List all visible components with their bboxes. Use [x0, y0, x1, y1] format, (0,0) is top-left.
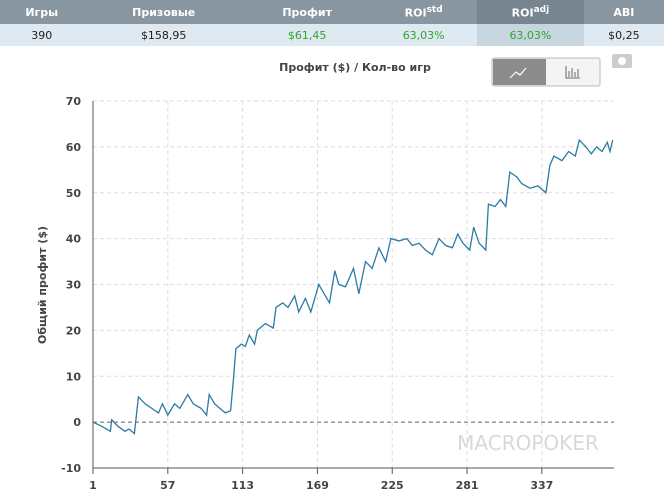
line-view-button[interactable] — [493, 59, 546, 85]
x-tick-label: 169 — [306, 479, 329, 492]
data-cell: $158,95 — [83, 24, 244, 46]
header-sup: adj — [533, 4, 550, 15]
bar-view-button[interactable] — [547, 59, 599, 85]
x-tick-label: 57 — [160, 479, 175, 492]
bar-icon — [565, 66, 580, 79]
camera-button[interactable] — [612, 54, 632, 68]
x-tick-label: 281 — [456, 479, 479, 492]
y-tick-label: 30 — [66, 279, 82, 292]
header-row: Игры Призовые Профит ROIstd ROIadj ABI — [0, 0, 664, 24]
y-tick-label: 0 — [73, 416, 81, 429]
stats-table: Игры Призовые Профит ROIstd ROIadj ABI 390 $15… — [0, 0, 664, 46]
header-text: ROI — [511, 6, 534, 20]
y-tick-label: 40 — [66, 233, 82, 246]
header-sup: std — [426, 4, 443, 15]
x-tick-label: 337 — [530, 479, 553, 492]
line-icon — [509, 67, 527, 79]
y-tick-label: 20 — [66, 324, 82, 337]
watermark: MACROPOKER — [457, 431, 599, 455]
header-text: Профит — [282, 5, 332, 19]
header-cell: Игры — [0, 0, 84, 24]
y-axis-label: Общий профит ($) — [36, 226, 49, 344]
x-tick-label: 113 — [231, 479, 254, 492]
header-cell: ABI — [583, 0, 664, 24]
header-text: ABI — [613, 5, 635, 19]
data-cell: $61,45 — [243, 24, 371, 46]
header-cell: ROIstd — [370, 0, 478, 24]
data-cell: 63,03% — [370, 24, 478, 46]
data-row: 390 $158,95 $61,45 63,03% 63,03% $0,25 — [0, 24, 664, 46]
chart: Профит ($) / Кол-во игр MACROPOKER Общий… — [36, 54, 632, 492]
y-tick-label: 70 — [66, 95, 82, 108]
header-text: ROI — [404, 6, 427, 20]
x-tick-label: 225 — [381, 479, 404, 492]
data-cell: $0,25 — [583, 24, 664, 46]
header-cell: Профит — [243, 0, 371, 24]
y-tick-label: 60 — [66, 141, 82, 154]
x-tick-label: 1 — [89, 479, 97, 492]
y-tick-label: 50 — [66, 187, 82, 200]
header-text: Игры — [25, 5, 59, 19]
header-cell: ROIadj — [477, 0, 584, 24]
y-tick-label: 10 — [66, 370, 82, 383]
header-cell: Призовые — [83, 0, 244, 24]
y-tick-label: -10 — [61, 462, 81, 475]
data-cell: 63,03% — [477, 24, 584, 46]
profit-line — [92, 138, 614, 435]
chart-title: Профит ($) / Кол-во игр — [279, 61, 431, 74]
header-text: Призовые — [132, 5, 196, 19]
data-cell: 390 — [0, 24, 84, 46]
